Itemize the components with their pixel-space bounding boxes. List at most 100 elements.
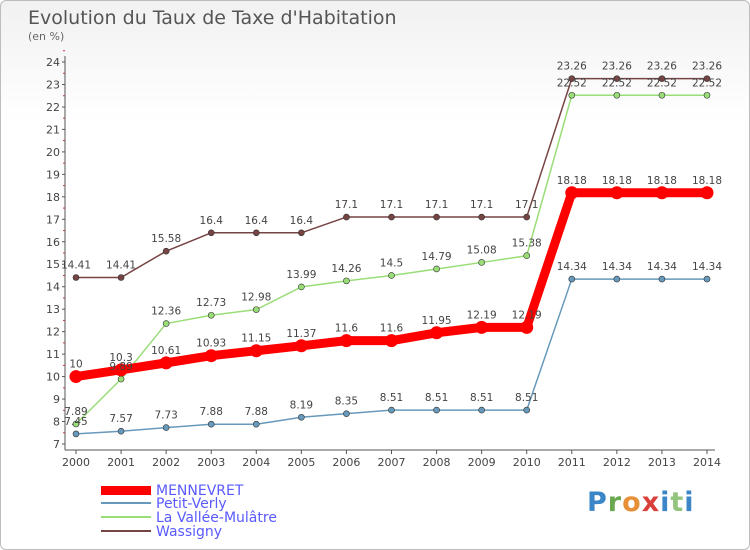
data-label-wassigny: 23.26 bbox=[602, 61, 632, 73]
data-label-la-vallee-mulatre: 22.52 bbox=[692, 77, 722, 89]
legend-swatch-la-vallee-mulatre bbox=[101, 516, 151, 518]
data-label-petit-verly: 14.34 bbox=[602, 261, 632, 273]
data-label-la-vallee-mulatre: 12.98 bbox=[241, 292, 271, 304]
legend-swatch-wassigny bbox=[101, 530, 151, 532]
data-label-la-vallee-mulatre: 12.73 bbox=[196, 297, 226, 309]
data-point-petit-verly bbox=[658, 275, 666, 283]
data-label-la-vallee-mulatre: 7.89 bbox=[64, 406, 87, 418]
data-label-petit-verly: 14.34 bbox=[692, 261, 722, 273]
data-point-mennevret bbox=[610, 186, 624, 200]
data-point-petit-verly bbox=[162, 424, 170, 431]
x-tick-label: 2004 bbox=[242, 456, 270, 469]
data-point-petit-verly bbox=[523, 406, 531, 414]
data-label-petit-verly: 7.45 bbox=[64, 416, 87, 428]
data-point-mennevret bbox=[655, 186, 669, 200]
x-tick-label: 2009 bbox=[468, 456, 496, 469]
data-point-wassigny bbox=[117, 274, 125, 281]
data-label-petit-verly: 14.34 bbox=[557, 261, 587, 273]
x-tick-label: 2012 bbox=[603, 456, 631, 469]
data-label-petit-verly: 14.34 bbox=[647, 261, 677, 273]
y-tick-label: 8 bbox=[53, 416, 60, 429]
data-label-mennevret: 10.3 bbox=[109, 352, 132, 364]
data-label-wassigny: 23.26 bbox=[557, 61, 587, 73]
y-tick-label: 11 bbox=[46, 348, 60, 361]
logo-letter: x bbox=[641, 487, 661, 518]
data-label-la-vallee-mulatre: 13.99 bbox=[286, 269, 316, 281]
data-point-la-vallee-mulatre bbox=[703, 91, 711, 99]
data-point-petit-verly bbox=[207, 420, 215, 428]
data-label-mennevret: 12.19 bbox=[512, 309, 542, 321]
data-point-la-vallee-mulatre bbox=[433, 265, 440, 273]
x-tick-label: 2001 bbox=[107, 456, 135, 469]
y-tick-label: 16 bbox=[46, 236, 60, 249]
data-label-wassigny: 17.1 bbox=[425, 199, 448, 211]
data-point-petit-verly bbox=[72, 430, 80, 438]
data-point-mennevret bbox=[114, 363, 128, 377]
data-label-wassigny: 16.4 bbox=[245, 215, 269, 227]
data-label-mennevret: 11.95 bbox=[422, 315, 452, 327]
data-label-la-vallee-mulatre: 9.89 bbox=[109, 361, 132, 373]
data-point-la-vallee-mulatre bbox=[523, 252, 531, 259]
data-label-la-vallee-mulatre: 14.79 bbox=[422, 251, 452, 263]
data-label-la-vallee-mulatre: 22.52 bbox=[557, 77, 587, 89]
data-point-mennevret bbox=[520, 320, 534, 334]
data-point-petit-verly bbox=[433, 406, 440, 414]
data-label-la-vallee-mulatre: 22.52 bbox=[647, 77, 677, 89]
data-point-mennevret bbox=[339, 334, 353, 348]
x-tick-label: 2007 bbox=[378, 456, 406, 469]
data-label-wassigny: 17.1 bbox=[515, 199, 538, 211]
y-tick-label: 12 bbox=[46, 326, 60, 339]
y-tick-label: 9 bbox=[53, 393, 60, 406]
data-point-mennevret bbox=[430, 326, 444, 340]
data-point-la-vallee-mulatre bbox=[117, 375, 125, 383]
data-point-wassigny bbox=[658, 75, 666, 82]
x-tick-label: 2003 bbox=[197, 456, 225, 469]
data-point-la-vallee-mulatre bbox=[72, 420, 80, 428]
data-label-wassigny: 16.4 bbox=[290, 215, 314, 227]
y-tick-label: 20 bbox=[46, 146, 60, 159]
data-point-mennevret bbox=[294, 339, 308, 353]
logo-letter: i bbox=[660, 487, 671, 518]
legend-swatch-petit-verly bbox=[101, 502, 151, 504]
logo-letter: o bbox=[622, 487, 642, 518]
data-point-petit-verly bbox=[613, 275, 621, 283]
y-tick-label: 24 bbox=[46, 56, 60, 69]
data-point-mennevret bbox=[385, 334, 398, 348]
x-tick-label: 2008 bbox=[423, 456, 451, 469]
data-point-la-vallee-mulatre bbox=[252, 306, 260, 313]
x-tick-label: 2005 bbox=[287, 456, 315, 469]
logo-letter: t bbox=[670, 487, 685, 518]
data-point-petit-verly bbox=[343, 410, 350, 417]
x-tick-label: 2000 bbox=[62, 456, 90, 469]
logo-letter: P bbox=[587, 487, 608, 518]
data-point-wassigny bbox=[298, 229, 305, 237]
data-label-mennevret: 10.93 bbox=[196, 338, 226, 350]
data-label-mennevret: 10 bbox=[69, 359, 82, 371]
data-point-mennevret bbox=[700, 186, 714, 200]
data-point-mennevret bbox=[565, 186, 579, 200]
y-tick-label: 21 bbox=[46, 123, 60, 136]
data-point-la-vallee-mulatre bbox=[162, 320, 170, 327]
y-tick-label: 19 bbox=[46, 168, 60, 181]
data-point-la-vallee-mulatre bbox=[568, 91, 576, 99]
data-label-la-vallee-mulatre: 15.08 bbox=[467, 244, 497, 256]
data-label-wassigny: 17.1 bbox=[380, 199, 403, 211]
data-label-la-vallee-mulatre: 15.38 bbox=[512, 238, 542, 250]
data-point-wassigny bbox=[433, 213, 440, 221]
data-point-petit-verly bbox=[298, 413, 305, 421]
data-point-petit-verly bbox=[703, 275, 711, 283]
data-point-la-vallee-mulatre bbox=[343, 277, 350, 285]
data-point-petit-verly bbox=[388, 406, 395, 414]
x-tick-label: 2006 bbox=[332, 456, 360, 469]
data-label-mennevret: 18.18 bbox=[647, 175, 677, 187]
data-point-wassigny bbox=[252, 229, 260, 237]
logo-letter: i bbox=[684, 487, 695, 518]
data-label-mennevret: 11.6 bbox=[380, 323, 404, 335]
data-point-wassigny bbox=[343, 213, 350, 221]
y-tick-label: 22 bbox=[46, 101, 60, 114]
data-label-mennevret: 18.18 bbox=[602, 175, 632, 187]
data-point-la-vallee-mulatre bbox=[658, 91, 666, 99]
legend-swatch-mennevret bbox=[101, 486, 151, 495]
data-label-mennevret: 11.6 bbox=[335, 323, 359, 335]
